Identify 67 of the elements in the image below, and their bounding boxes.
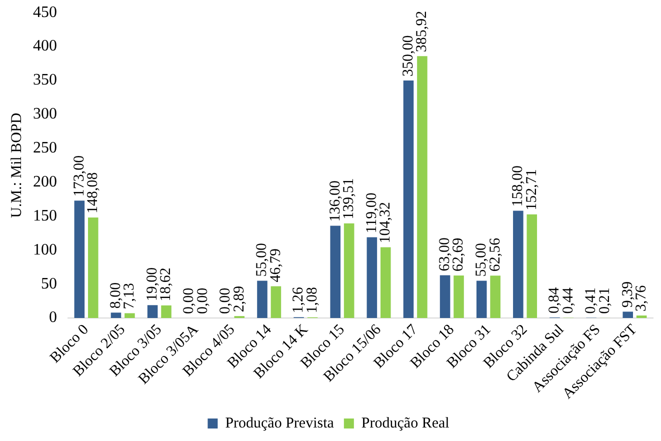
bar — [526, 214, 538, 318]
data-label: 0,44 — [560, 286, 576, 314]
bar — [330, 226, 341, 318]
bar — [110, 312, 122, 318]
y-tick-label: 200 — [33, 173, 57, 190]
y-tick-label: 450 — [33, 4, 57, 21]
bar — [622, 312, 634, 318]
data-label: 3,76 — [634, 284, 650, 312]
data-label: 104,32 — [378, 202, 394, 244]
data-label: 0,00 — [194, 288, 211, 314]
data-label: 19,00 — [144, 267, 160, 302]
y-tick-label: 300 — [33, 106, 57, 123]
data-label: 136,00 — [327, 180, 344, 222]
data-label: 18,62 — [158, 268, 174, 302]
data-label: 139,51 — [341, 178, 358, 220]
y-tick-label: 150 — [33, 207, 57, 224]
legend-label: Produção Prevista — [225, 415, 334, 432]
y-tick-label: 0 — [49, 309, 57, 326]
data-label: 119,00 — [364, 192, 380, 234]
bar — [366, 237, 378, 318]
data-label: 0,00 — [218, 288, 234, 314]
data-label: 2,89 — [231, 286, 248, 312]
data-label: 158,00 — [510, 166, 526, 207]
bar — [380, 247, 391, 318]
data-label: 0,41 — [583, 288, 600, 314]
data-label: 385,92 — [414, 10, 430, 52]
y-tick-label: 400 — [33, 38, 57, 55]
bar — [161, 305, 172, 318]
data-label: 63,00 — [436, 238, 453, 272]
data-label: 55,00 — [254, 242, 270, 277]
bar — [440, 275, 450, 318]
data-label: 148,08 — [85, 172, 102, 214]
bar — [454, 275, 464, 318]
data-label: 62,69 — [450, 238, 467, 272]
data-label: 62,56 — [487, 237, 504, 272]
data-label: 0,84 — [546, 286, 563, 314]
bar — [417, 56, 428, 318]
bar — [476, 280, 487, 318]
data-label: 350,00 — [400, 35, 416, 76]
data-label: 1,08 — [304, 287, 320, 314]
y-tick-label: 350 — [33, 72, 57, 89]
data-label: 1,26 — [290, 286, 307, 314]
bar — [74, 200, 85, 318]
y-axis-title: U.M.: Mil BOPD — [8, 112, 25, 218]
data-label: 0,21 — [596, 288, 613, 314]
data-label: 7,13 — [122, 282, 138, 310]
bar — [344, 223, 354, 318]
bar — [88, 218, 98, 318]
data-label: 173,00 — [71, 155, 88, 197]
data-label: 8,00 — [108, 282, 124, 309]
data-label: 152,71 — [524, 169, 540, 210]
bar — [147, 305, 158, 318]
legend-label: Produção Real — [361, 415, 450, 432]
bar — [124, 313, 135, 318]
y-tick-label: 100 — [33, 241, 57, 258]
bar — [490, 276, 500, 318]
bar — [513, 210, 524, 318]
data-label: 0,00 — [181, 288, 198, 314]
bar — [636, 315, 647, 318]
data-label: 9,39 — [620, 281, 636, 308]
data-label: 55,00 — [474, 242, 490, 277]
y-tick-label: 250 — [33, 140, 57, 157]
y-tick-label: 50 — [41, 275, 57, 292]
data-label: 46,79 — [268, 248, 284, 282]
bar — [403, 80, 414, 318]
bar — [257, 280, 268, 318]
bar — [270, 286, 282, 318]
